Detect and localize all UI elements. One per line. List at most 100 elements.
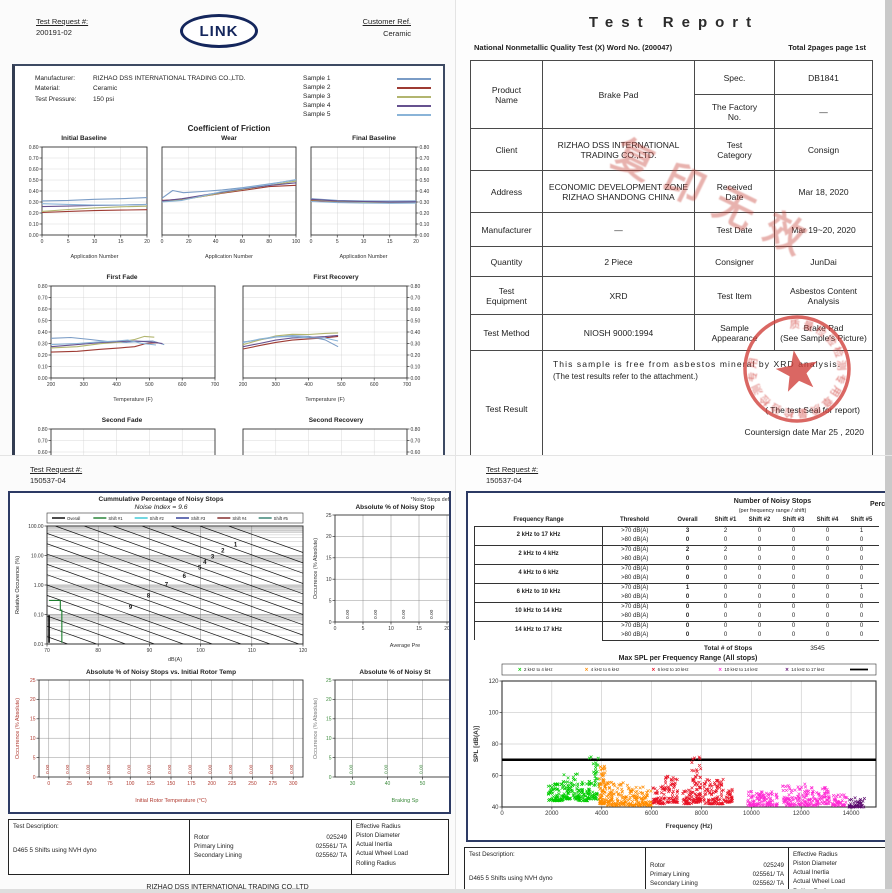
count-cell: 1 xyxy=(666,582,709,593)
svg-text:40: 40 xyxy=(492,804,499,810)
part-label: Rotor xyxy=(650,862,666,869)
svg-text:0.00: 0.00 xyxy=(269,764,275,774)
svg-text:5: 5 xyxy=(67,239,70,245)
svg-text:400: 400 xyxy=(304,382,313,388)
legend-label: Sample 3 xyxy=(303,93,331,100)
svg-text:0.00: 0.00 xyxy=(167,764,173,774)
noisy-col-header: Shift #2 xyxy=(742,515,777,527)
svg-text:225: 225 xyxy=(228,781,237,787)
footer-part-row: Primary Lining 025561/ TA xyxy=(650,871,784,878)
svg-text:70: 70 xyxy=(44,648,50,654)
count-cell: 0 xyxy=(757,612,762,619)
footer-description-value: D465 5 Shifts using NVH dyno xyxy=(13,846,97,854)
svg-text:Shift #2: Shift #2 xyxy=(150,515,165,520)
report-cell: Received Date xyxy=(694,170,775,213)
svg-text:0.00: 0.00 xyxy=(349,764,355,774)
noisy-table-row: 4 kHz to 6 kHz >70 dB(A) 0 0 0 0 0 0 xyxy=(474,563,879,583)
svg-text:300: 300 xyxy=(289,781,298,787)
report-cell: NIOSH 9000:1994 xyxy=(542,314,695,351)
info-label: Test Pressure: xyxy=(35,95,77,103)
footer-part-row: Primary Lining 025561/ TA xyxy=(194,843,347,850)
svg-text:10: 10 xyxy=(30,736,36,742)
param-label: Piston Diameter xyxy=(793,859,838,867)
svg-text:10: 10 xyxy=(92,239,98,245)
info-value: 150 psi xyxy=(93,95,114,103)
svg-text:25: 25 xyxy=(66,781,72,787)
chart-first-recovery: First Recovery 200 300 400 500 600 700 0.00 0.10… xyxy=(237,274,435,409)
report-result-row: Test Result This sample is free from asbe… xyxy=(470,350,873,455)
noisy-table-row: 14 kHz to 17 kHz >70 dB(A) 0 0 0 0 0 0 xyxy=(474,620,879,640)
chart-second-fade: Second Fade 2003004005006007000.000.100.2… xyxy=(23,417,221,456)
count-cell: 0 xyxy=(776,563,811,574)
svg-text:0.50: 0.50 xyxy=(29,178,39,184)
svg-text:×: × xyxy=(518,667,522,673)
report-subtitle: National Nonmetallic Quality Test (X) Wo… xyxy=(474,43,673,52)
svg-text:Occurrence (% Absolute): Occurrence (% Absolute) xyxy=(15,697,21,758)
svg-text:Application Number: Application Number xyxy=(205,254,253,260)
cof-report-box: Manufacturer: RIZHAO DSS INTERNATIONAL TR… xyxy=(12,64,445,456)
chart-title: Final Baseline xyxy=(352,135,396,142)
part-label: Primary Lining xyxy=(650,871,690,878)
svg-text:0: 0 xyxy=(33,774,36,780)
svg-text:0.10: 0.10 xyxy=(411,364,421,370)
svg-text:15: 15 xyxy=(326,716,332,722)
svg-text:4: 4 xyxy=(203,559,207,565)
svg-text:15: 15 xyxy=(387,239,393,245)
svg-text:0.10: 0.10 xyxy=(34,612,44,618)
seal-note: ( The test Seal for report) xyxy=(765,405,860,415)
part-label: Secondary Lining xyxy=(194,852,242,859)
svg-text:20: 20 xyxy=(30,697,36,703)
part-number: 025562/ TA xyxy=(752,880,784,887)
count-cell: 0 xyxy=(723,593,728,600)
count-cell: 0 xyxy=(742,563,777,574)
doc-test-report: Test Report National Nonmetallic Quality… xyxy=(456,0,892,456)
report-cell: Test Item xyxy=(694,276,775,315)
svg-text:0.20: 0.20 xyxy=(29,211,39,217)
footer-parts-cell: Rotor 025249 Primary Lining 025561/ TA Secon… xyxy=(646,847,789,893)
param-label: Actual Inertia xyxy=(356,841,393,849)
spl-chart-title: Max SPL per Frequency Range (All stops) xyxy=(618,654,758,662)
noisy-table-row: >80 dB(A) 0 0 0 0 0 0 xyxy=(475,555,879,565)
sample-legend: Sample 1 Sample 2 Sample 3 Sample 4 Sample 5 xyxy=(303,74,437,119)
count-cell: 0 xyxy=(859,555,864,562)
svg-text:10 kHz to 14 kHz: 10 kHz to 14 kHz xyxy=(724,667,757,672)
svg-text:125: 125 xyxy=(146,781,155,787)
svg-text:0.00: 0.00 xyxy=(45,764,51,774)
svg-text:0.00: 0.00 xyxy=(147,764,153,774)
report-cell: Consigner xyxy=(694,246,775,277)
svg-text:600: 600 xyxy=(370,382,379,388)
threshold-cell: >70 dB(A) xyxy=(602,563,667,574)
report-cell: Test Date xyxy=(694,212,775,247)
svg-text:500: 500 xyxy=(145,382,154,388)
count-cell: 0 xyxy=(685,593,690,600)
chart-svg: 05101520250510152025Average PreOccurrenc… xyxy=(313,512,449,649)
svg-text:10: 10 xyxy=(326,736,332,742)
svg-text:0.10: 0.10 xyxy=(420,222,430,228)
legend-swatch xyxy=(397,77,431,80)
doc-noise-table: Test Request #: 150537-04 Number of Nois… xyxy=(456,456,892,893)
svg-text:100: 100 xyxy=(488,710,499,716)
count-cell: 0 xyxy=(791,555,796,562)
svg-text:0.60: 0.60 xyxy=(38,450,48,456)
svg-text:0: 0 xyxy=(310,239,313,245)
count-cell: 0 xyxy=(810,630,845,641)
customer-ref-block: Customer Ref. Ceramic xyxy=(363,16,411,40)
legend-swatch xyxy=(397,113,431,116)
count-cell: 0 xyxy=(666,601,709,612)
report-cell: Sample Appearance xyxy=(694,314,775,351)
count-cell: 0 xyxy=(859,593,864,600)
svg-text:200: 200 xyxy=(239,382,248,388)
report-cell: 2 Piece xyxy=(542,246,695,277)
total-stops-label: Total # of Stops xyxy=(704,644,753,652)
report-table: Product Name Brake Pad Spec. DB1841 The Fact… xyxy=(470,60,873,455)
chart-svg: 2003004005006007000.000.100.200.300.400.… xyxy=(38,427,216,456)
legend-label: Sample 4 xyxy=(303,102,331,109)
svg-text:0.60: 0.60 xyxy=(38,307,48,313)
svg-text:14000: 14000 xyxy=(843,811,860,817)
test-description-table: Test Description: D465 5 Shifts using NVH… xyxy=(8,818,449,875)
chart-abs-noisy-vs-braking-speed: Absolute % of Noisy St304050600510152025… xyxy=(311,668,449,810)
chart-title: Absolute % of Noisy St xyxy=(359,668,431,676)
part-number: 025561/ TA xyxy=(752,871,784,878)
svg-text:0.60: 0.60 xyxy=(420,167,430,173)
chart-svg: 0 2000 4000 6000 8000 10000 12000 14000 40 60 80 10… xyxy=(473,663,877,830)
